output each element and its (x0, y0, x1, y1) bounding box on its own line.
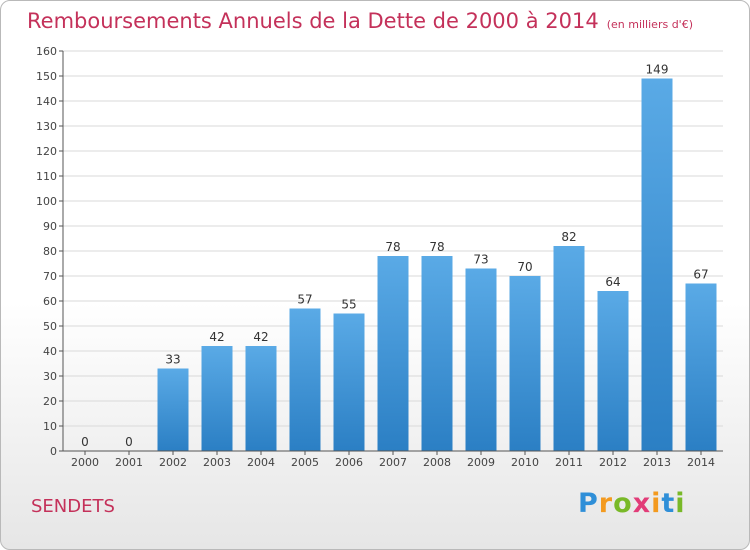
x-tick-label: 2013 (643, 456, 671, 469)
bar-value-label: 78 (429, 240, 444, 254)
x-tick-label: 2008 (423, 456, 451, 469)
bar-value-label: 0 (81, 435, 89, 449)
bar (289, 308, 321, 451)
bar (377, 256, 409, 451)
bars (157, 78, 717, 451)
unit-note: (en milliers d'€) (606, 18, 693, 31)
bar-value-label: 0 (125, 435, 133, 449)
x-tick-label: 2006 (335, 456, 363, 469)
y-tick-label: 60 (43, 295, 57, 308)
bar-value-label: 82 (561, 230, 576, 244)
bar-value-label: 70 (517, 260, 532, 274)
axes (59, 50, 723, 455)
y-tick-label: 10 (43, 420, 57, 433)
bar (465, 268, 497, 451)
y-tick-label: 20 (43, 395, 57, 408)
labels: 0 10 20 30 40 50 60 70 80 90 100 110 120 130 140 150 160… (36, 45, 715, 469)
y-tick-label: 160 (36, 45, 57, 58)
x-tick-label: 2011 (555, 456, 583, 469)
y-tick-label: 30 (43, 370, 57, 383)
x-tick-label: 2004 (247, 456, 275, 469)
bar-value-label: 57 (297, 293, 312, 307)
y-tick-label: 50 (43, 320, 57, 333)
bar-chart: 0 10 20 30 40 50 60 70 80 90 100 110 120 130 140 150 160… (36, 45, 723, 469)
x-tick-label: 2003 (203, 456, 231, 469)
x-tick-label: 2012 (599, 456, 627, 469)
title-text: Remboursements Annuels de la Dette de 20… (27, 9, 599, 33)
y-tick-label: 110 (36, 170, 57, 183)
bar (641, 78, 673, 451)
chart-title: Remboursements Annuels de la Dette de 20… (27, 9, 693, 33)
bar-value-label: 73 (473, 253, 488, 267)
bar (597, 291, 629, 451)
y-tick-label: 0 (50, 445, 57, 458)
bar-value-label: 33 (165, 353, 180, 367)
bar (553, 246, 585, 451)
bar-value-label: 149 (646, 63, 669, 77)
bar-value-label: 78 (385, 240, 400, 254)
bar (333, 313, 365, 451)
bar (157, 368, 189, 451)
bar-value-label: 42 (209, 330, 224, 344)
y-tick-label: 150 (36, 70, 57, 83)
bar (201, 346, 233, 451)
y-tick-label: 80 (43, 245, 57, 258)
y-tick-label: 70 (43, 270, 57, 283)
bar-value-label: 64 (605, 275, 620, 289)
bar-value-label: 67 (693, 268, 708, 282)
x-tick-label: 2005 (291, 456, 319, 469)
x-tick-label: 2010 (511, 456, 539, 469)
x-tick-label: 2001 (115, 456, 143, 469)
commune-name: SENDETS (31, 496, 115, 517)
x-tick-label: 2000 (71, 456, 99, 469)
bar (509, 276, 541, 451)
y-tick-label: 140 (36, 95, 57, 108)
y-tick-label: 130 (36, 120, 57, 133)
y-tick-label: 120 (36, 145, 57, 158)
y-tick-label: 40 (43, 345, 57, 358)
proxiti-logo: Proxiti (578, 488, 686, 519)
bar (245, 346, 277, 451)
x-tick-label: 2014 (687, 456, 715, 469)
x-tick-label: 2007 (379, 456, 407, 469)
x-tick-label: 2002 (159, 456, 187, 469)
y-tick-label: 90 (43, 220, 57, 233)
bar-value-label: 42 (253, 330, 268, 344)
bar-value-label: 55 (341, 298, 356, 312)
bar (421, 256, 453, 451)
x-tick-label: 2009 (467, 456, 495, 469)
bar (685, 283, 717, 451)
y-tick-label: 100 (36, 195, 57, 208)
